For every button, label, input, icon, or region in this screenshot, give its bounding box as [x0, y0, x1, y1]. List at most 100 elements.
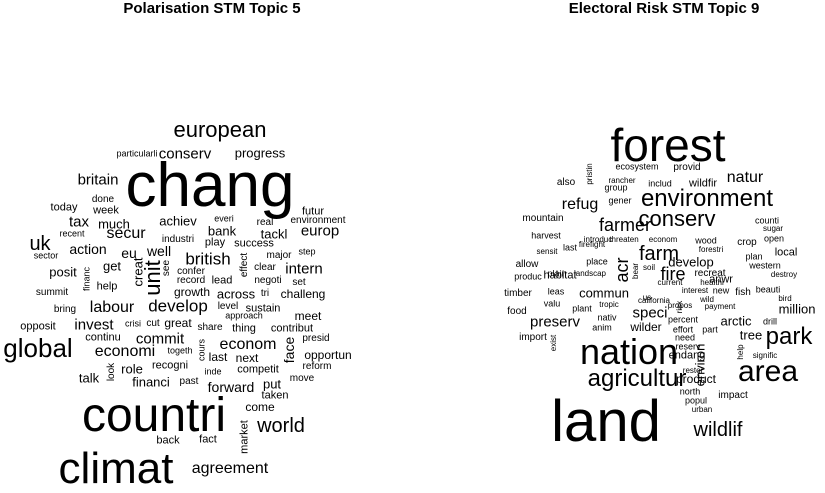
word-farmer: farmer — [598, 215, 652, 235]
word-summit: summit — [35, 287, 69, 298]
word-next: next — [235, 351, 259, 365]
word-pristin: pristin — [585, 163, 594, 185]
word-fact: fact — [199, 433, 217, 446]
word-tackl: tackl — [260, 226, 288, 242]
word-contribut: contribut — [270, 322, 314, 335]
word-effort: effort — [672, 324, 694, 335]
word-success: success — [234, 237, 274, 250]
word-us: us — [642, 293, 652, 302]
word-agricultur: agricultur — [587, 365, 687, 392]
word-level: level — [217, 301, 239, 312]
word-opportun: opportun — [304, 348, 352, 362]
word-speci: speci — [632, 304, 668, 322]
word-last: last — [562, 242, 578, 253]
word-growth: growth — [173, 285, 211, 299]
word-introduc: introduc — [583, 235, 613, 244]
word-product: product — [675, 372, 717, 386]
word-recogni: recogni — [151, 359, 189, 372]
word-impact: impact — [718, 390, 748, 401]
word-produc: produc — [514, 271, 542, 282]
word-endang: endang — [668, 349, 706, 362]
word-tri: tri — [260, 288, 270, 299]
word-posit: posit — [49, 264, 77, 280]
word-healthi: healthi — [700, 278, 724, 287]
word-particularli: particularli — [116, 148, 158, 159]
word-landscap: landscap — [573, 269, 607, 278]
word-get: get — [102, 258, 122, 274]
word-conserv: conserv — [638, 206, 716, 231]
word-acr: acr — [612, 257, 632, 283]
word-share: share — [197, 322, 223, 333]
word-challeng: challeng — [280, 287, 326, 301]
word-industri: industri — [161, 234, 195, 245]
word-reserv: reserv — [675, 341, 701, 352]
word-wildlif: wildlif — [693, 419, 743, 441]
word-commun: commun — [579, 285, 629, 301]
word-forward: forward — [207, 379, 255, 395]
word-bank: bank — [207, 223, 237, 239]
word-environment: environment — [290, 215, 346, 226]
word-countri: countri — [81, 389, 227, 442]
word-anim: anim — [592, 322, 612, 333]
word-futur: futur — [301, 205, 325, 218]
word-labour: labour — [89, 299, 135, 316]
word-area: area — [737, 355, 799, 388]
word-provid: provid — [673, 162, 701, 173]
word-europ: europ — [300, 222, 340, 240]
word-today: today — [50, 201, 78, 214]
word-wildfir: wildfir — [688, 177, 718, 190]
word-exist: exist — [549, 334, 558, 352]
word-much: much — [98, 216, 130, 232]
word-risk: risk — [675, 300, 684, 314]
word-econom: econom — [648, 235, 678, 244]
word-plain: plain — [547, 268, 567, 279]
word-tree: tree — [739, 327, 763, 343]
word-beauti: beauti — [755, 284, 781, 295]
word-percent: percent — [667, 314, 699, 325]
word-clear: clear — [254, 262, 276, 273]
word-develop: develop — [668, 254, 714, 270]
word-approach: approach — [225, 310, 263, 321]
word-european: european — [173, 117, 267, 142]
word-part: part — [702, 324, 718, 335]
word-come: come — [245, 400, 275, 414]
word-rancher: rancher — [608, 176, 636, 185]
word-talk: talk — [78, 370, 100, 386]
word-also: also — [556, 177, 576, 188]
word-includ: includ — [648, 178, 672, 189]
word-help: help — [96, 280, 118, 293]
word-tropic: tropic — [599, 300, 619, 309]
word-popul: popul — [684, 395, 708, 406]
word-thing: thing — [232, 322, 256, 335]
word-past: past — [179, 376, 199, 387]
word-bear: bear — [631, 262, 640, 280]
word-cut: cut — [146, 318, 160, 329]
panel-title-polarisation: Polarisation STM Topic 5 — [123, 0, 301, 17]
word-wilder: wilder — [630, 320, 662, 334]
word-recent: recent — [59, 228, 85, 239]
word-uk: uk — [29, 233, 51, 255]
word-crisi: crisi — [125, 318, 141, 329]
word-major: major — [266, 250, 292, 261]
word-develop: develop — [148, 296, 208, 316]
word-conserv: conserv — [158, 145, 212, 163]
word-nation: nation — [579, 331, 679, 372]
word-drill: drill — [762, 316, 778, 327]
word-achiev: achiev — [159, 213, 197, 229]
word-new: new — [712, 285, 730, 296]
word-nativ: nativ — [597, 312, 617, 323]
word-north: north — [679, 386, 701, 397]
word-counti: counti — [754, 215, 780, 226]
word-gener: gener — [608, 195, 632, 206]
word-open: open — [763, 233, 785, 244]
word-chang: chang — [125, 151, 295, 220]
word-anwr: anwr — [709, 273, 733, 286]
word-last: last — [208, 350, 228, 364]
word-meet: meet — [294, 309, 322, 323]
word-put: put — [262, 376, 282, 392]
word-current: current — [657, 278, 683, 287]
word-role: role — [121, 361, 143, 377]
word-california: california — [637, 296, 671, 305]
word-everi: everi — [214, 213, 234, 224]
